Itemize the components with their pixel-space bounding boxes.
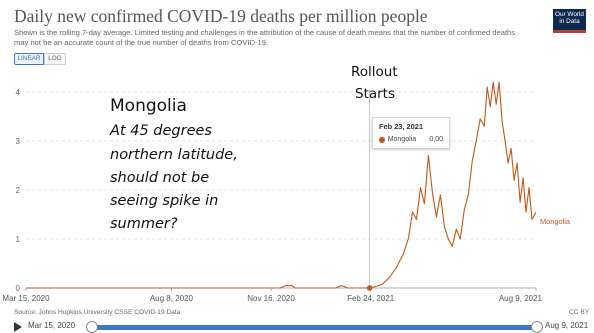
x-tick-label: Nov 16, 2020 [247,294,295,303]
x-tick-label: Aug 8, 2020 [150,294,194,303]
annotation-line: seeing spike in [110,193,219,209]
annotation-line: At 45 degrees [110,123,212,139]
series-end-label: Mongolia [540,217,571,226]
series-line [26,81,537,289]
timeline-start-label: Mar 15, 2020 [28,321,76,330]
annotation-line: northern latitude, [110,147,238,163]
linear-scale-button[interactable]: LINEAR [14,53,44,65]
x-tick-label: Mar 15, 2020 [2,294,50,303]
license-link[interactable]: CC BY [569,309,590,316]
rollout-label-line-2: Starts [355,86,396,102]
tooltip-row: Mongolia 0,00 [379,136,443,143]
hover-tooltip: Feb 23, 2021 Mongolia 0,00 [372,117,450,149]
y-tick-label: 3 [16,137,21,146]
tooltip-entity: Mongolia [387,136,417,143]
play-icon[interactable] [14,322,22,332]
highlight-point [366,285,373,291]
owid-logo[interactable]: Our World in Data [553,9,586,33]
annotation-country: Mongolia [110,96,187,116]
y-tick-label: 0 [16,284,21,293]
rollout-label-line-1: Rollout [351,64,398,80]
timeline-end-label: Aug 9, 2021 [545,321,589,330]
source-link[interactable]: Source: Johns Hopkins University CSSE CO… [14,309,181,316]
tooltip-date: Feb 23, 2021 [379,122,423,131]
y-tick-label: 2 [16,186,21,195]
timeline-end-handle[interactable] [531,321,543,333]
tooltip-value: 0,00 [429,136,443,143]
y-tick-label: 4 [16,88,21,97]
y-tick-label: 1 [16,235,21,244]
series-color-dot-icon [379,136,385,143]
x-tick-label: Aug 9, 2021 [499,294,543,303]
logo-line-2: in Data [559,18,580,25]
x-tick-label: Feb 24, 2021 [347,294,395,303]
annotation-line: should not be [110,170,210,186]
chart-title: Daily new confirmed COVID-19 deaths per … [14,6,428,26]
timeline-track[interactable] [92,325,536,330]
logo-line-1: Our World [554,11,584,18]
timeline-start-handle[interactable] [86,321,98,333]
annotation-line: summer? [110,216,178,232]
log-scale-button[interactable]: LOG [44,53,66,65]
chart-subtitle: Shown is the rolling 7-day average. Limi… [14,28,516,47]
